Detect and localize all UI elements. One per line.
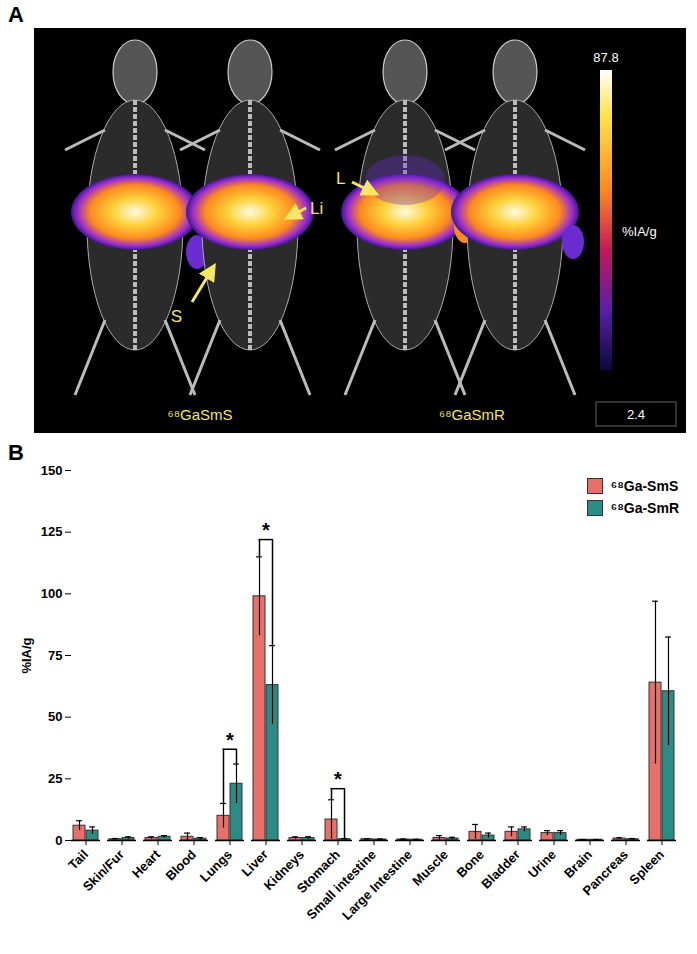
svg-text:Bladder: Bladder bbox=[478, 847, 523, 892]
svg-text:2.4: 2.4 bbox=[627, 407, 645, 422]
svg-text:100: 100 bbox=[41, 586, 63, 601]
svg-text:Large Intestine: Large Intestine bbox=[339, 847, 415, 923]
svg-text:%IA/g: %IA/g bbox=[622, 224, 657, 239]
svg-text:Small intestine: Small intestine bbox=[303, 846, 380, 923]
html-text:B: B bbox=[8, 440, 24, 465]
svg-text:75: 75 bbox=[48, 648, 62, 663]
svg-text:⁶⁸GaSmR: ⁶⁸GaSmR bbox=[439, 406, 505, 423]
svg-text:⁶⁸GaSmS: ⁶⁸GaSmS bbox=[167, 406, 232, 423]
svg-text:%IA/g: %IA/g bbox=[19, 637, 34, 673]
svg-text:150: 150 bbox=[41, 463, 63, 478]
svg-text:Stomach: Stomach bbox=[293, 846, 344, 897]
svg-text:Muscle: Muscle bbox=[409, 847, 451, 889]
svg-text:Liver: Liver bbox=[238, 847, 271, 880]
svg-text:Brain: Brain bbox=[561, 847, 595, 881]
svg-text:S: S bbox=[171, 307, 182, 326]
svg-text:Li: Li bbox=[310, 199, 323, 218]
svg-text:Blood: Blood bbox=[162, 847, 199, 884]
svg-text:Skin/Fur: Skin/Fur bbox=[80, 847, 127, 894]
svg-text:50: 50 bbox=[48, 709, 62, 724]
svg-text:0: 0 bbox=[55, 833, 62, 848]
svg-text:*: * bbox=[334, 768, 342, 790]
svg-text:Urine: Urine bbox=[525, 847, 559, 881]
svg-text:Spleen: Spleen bbox=[626, 847, 667, 888]
svg-text:125: 125 bbox=[41, 524, 63, 539]
svg-text:*: * bbox=[226, 729, 234, 751]
html-text:⁶⁸Ga-SmS: ⁶⁸Ga-SmS bbox=[610, 478, 679, 494]
svg-text:Lungs: Lungs bbox=[197, 847, 235, 885]
svg-text:Tail: Tail bbox=[65, 847, 91, 873]
html-text:⁶⁸Ga-SmR: ⁶⁸Ga-SmR bbox=[610, 500, 679, 516]
svg-text:A: A bbox=[8, 2, 24, 27]
svg-text:Bone: Bone bbox=[453, 847, 487, 881]
svg-text:*: * bbox=[262, 519, 270, 541]
svg-text:L: L bbox=[336, 169, 345, 188]
svg-text:25: 25 bbox=[48, 771, 62, 786]
svg-text:Pancreas: Pancreas bbox=[580, 847, 631, 898]
svg-text:Kidneys: Kidneys bbox=[260, 846, 308, 894]
svg-text:Heart: Heart bbox=[129, 846, 164, 881]
svg-text:87.8: 87.8 bbox=[593, 50, 618, 65]
